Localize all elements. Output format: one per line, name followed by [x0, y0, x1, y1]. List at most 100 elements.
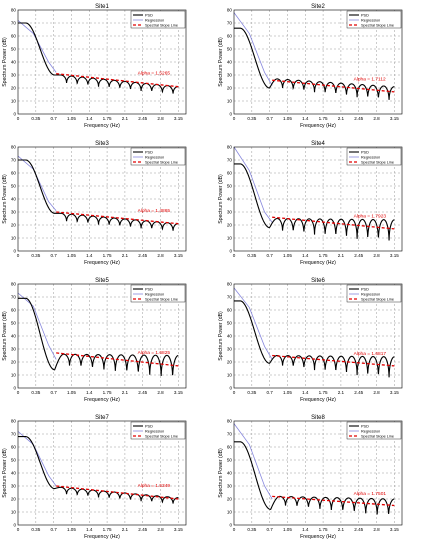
x-tick-label: 1.75: [319, 253, 328, 258]
spectral-slope-line: [56, 352, 179, 367]
legend-spectral-slope-label: Spectral Slope Line: [361, 24, 394, 28]
y-tick-label: 50: [11, 321, 17, 326]
y-tick-label: 10: [11, 373, 17, 378]
x-tick-label: 1.05: [67, 390, 76, 395]
y-tick-label: 10: [11, 510, 17, 515]
legend-spectral-slope-label: Spectral Slope Line: [145, 298, 178, 302]
y-tick-label: 70: [227, 158, 233, 163]
y-tick-label: 20: [11, 360, 17, 365]
regression-line: [17, 292, 57, 360]
chart-4: 0 0.35 0.7 1.05 1.4 1.75 2.1 2.45 2.8 3.15 0 10 20 30…: [218, 141, 403, 266]
alpha-label: Alpha = 1.6817: [354, 351, 387, 357]
y-tick-label: 50: [11, 47, 17, 52]
spectral-slope-line: [272, 495, 395, 507]
y-tick-label: 50: [227, 184, 233, 189]
y-tick-label: 30: [11, 73, 17, 78]
x-axis-label: Frequency (Hz): [300, 534, 336, 540]
x-tick-label: 1.75: [103, 253, 112, 258]
y-tick-label: 60: [227, 445, 233, 450]
spectral-slope-line: [272, 354, 395, 367]
x-tick-label: 1.05: [283, 116, 292, 121]
alpha-label: Alpha = 1.6825: [138, 350, 171, 356]
x-tick-label: 0: [233, 390, 236, 395]
x-tick-label: 1.75: [319, 390, 328, 395]
y-tick-label: 20: [227, 497, 233, 502]
x-tick-label: 0.7: [50, 527, 57, 532]
y-axis-label: Spectrum Power (dB): [218, 448, 224, 498]
y-axis-label: Spectrum Power (dB): [218, 311, 224, 361]
x-tick-label: 0.35: [247, 390, 256, 395]
y-tick-label: 0: [13, 523, 16, 528]
alpha-label: Alpha = 1.4865: [138, 208, 171, 214]
y-tick-label: 0: [229, 112, 232, 117]
y-tick-label: 60: [11, 34, 17, 39]
x-tick-label: 0: [233, 116, 236, 121]
x-tick-label: 0.7: [50, 116, 57, 121]
x-tick-label: 0: [17, 253, 20, 258]
x-tick-label: 1.05: [67, 116, 76, 121]
x-tick-label: 2.8: [157, 527, 164, 532]
chart-1: 0 0.35 0.7 1.05 1.4 1.75 2.1 2.45 2.8 3.15 0 10 20 30…: [2, 4, 187, 129]
y-tick-label: 0: [229, 386, 232, 391]
legend: [346, 421, 402, 440]
legend-psd-label: PSD: [145, 425, 153, 429]
chart-8: 0 0.35 0.7 1.05 1.4 1.75 2.1 2.45 2.8 3.15 0 10 20 30…: [218, 415, 403, 540]
y-tick-label: 80: [227, 419, 233, 424]
y-tick-label: 70: [11, 295, 17, 300]
y-tick-label: 0: [13, 112, 16, 117]
y-tick-label: 0: [13, 386, 16, 391]
x-tick-label: 3.15: [390, 253, 399, 258]
y-axis-label: Spectrum Power (dB): [2, 311, 8, 361]
x-tick-label: 2.8: [373, 390, 380, 395]
x-tick-label: 2.1: [122, 253, 129, 258]
y-tick-label: 80: [11, 145, 17, 150]
x-tick-label: 2.45: [138, 527, 147, 532]
chart-title: Site8: [311, 415, 325, 421]
x-tick-label: 1.75: [319, 116, 328, 121]
x-tick-label: 2.45: [138, 390, 147, 395]
y-tick-label: 80: [227, 145, 233, 150]
y-tick-label: 50: [11, 458, 17, 463]
x-tick-label: 3.15: [174, 116, 183, 121]
x-axis-label: Frequency (Hz): [84, 260, 120, 266]
axes-frame: [17, 283, 187, 389]
y-tick-label: 10: [227, 236, 233, 241]
x-tick-label: 3.15: [390, 527, 399, 532]
x-tick-label: 1.75: [103, 527, 112, 532]
x-tick-label: 1.05: [283, 253, 292, 258]
x-axis-label: Frequency (Hz): [300, 397, 336, 403]
chart-title: Site3: [95, 141, 109, 147]
legend-spectral-slope-label: Spectral Slope Line: [145, 24, 178, 28]
x-tick-label: 0.35: [31, 390, 40, 395]
y-tick-label: 40: [11, 334, 17, 339]
y-axis-label: Spectrum Power (dB): [2, 37, 8, 87]
y-tick-label: 30: [227, 210, 233, 215]
y-tick-label: 30: [227, 73, 233, 78]
spectral-slope-line: [56, 73, 179, 88]
legend: [130, 10, 186, 29]
x-tick-label: 1.75: [103, 390, 112, 395]
y-tick-label: 20: [227, 86, 233, 91]
y-tick-label: 50: [11, 184, 17, 189]
legend-regression-label: Regression: [361, 430, 380, 434]
y-tick-label: 60: [11, 308, 17, 313]
y-axis-label: Spectrum Power (dB): [2, 448, 8, 498]
x-tick-label: 0.7: [50, 253, 57, 258]
x-tick-label: 2.1: [122, 527, 129, 532]
alpha-label: Alpha = 1.5349: [138, 483, 171, 489]
x-tick-label: 0.35: [31, 253, 40, 258]
legend-regression-label: Regression: [145, 19, 164, 23]
psd-line: [18, 22, 179, 94]
regression-line: [17, 20, 57, 73]
x-tick-label: 3.15: [174, 253, 183, 258]
y-tick-label: 40: [227, 197, 233, 202]
y-tick-label: 80: [227, 282, 233, 287]
alpha-label: Alpha = 1.7923: [354, 213, 387, 219]
x-tick-label: 0.7: [50, 390, 57, 395]
y-tick-label: 60: [227, 308, 233, 313]
y-axis-label: Spectrum Power (dB): [218, 174, 224, 224]
x-tick-label: 0: [17, 527, 20, 532]
chart-title: Site7: [95, 415, 109, 421]
alpha-label: Alpha = 1.7501: [354, 491, 387, 497]
